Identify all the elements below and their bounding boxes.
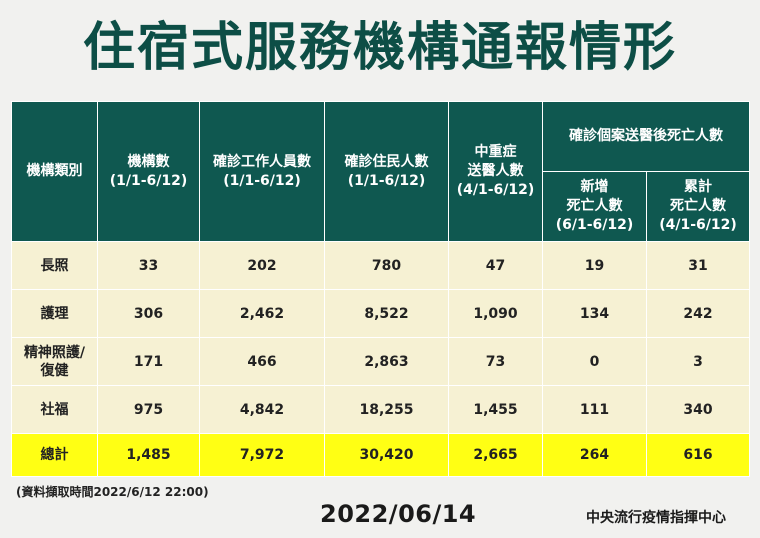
total-cell: 30,420	[324, 433, 449, 477]
table-cell: 47	[448, 241, 543, 290]
total-row: 總計 1,485 7,972 30,420 2,665 264 616	[11, 433, 750, 477]
page-title: 住宿式服務機構通報情形	[82, 18, 677, 78]
table-cell: 73	[448, 337, 543, 386]
total-cell: 616	[646, 433, 750, 477]
table-cell: 975	[97, 385, 200, 434]
table-cell: 31	[646, 241, 750, 290]
table-row: 長照 33 202 780 47 19 31	[11, 241, 750, 290]
table-cell: 33	[97, 241, 200, 290]
table-cell: 202	[199, 241, 325, 290]
table-cell: 2,462	[199, 289, 325, 338]
total-cell: 1,485	[97, 433, 200, 477]
report-date: 2022/06/14	[320, 500, 477, 528]
table-cell: 2,863	[324, 337, 449, 386]
table-cell: 171	[97, 337, 200, 386]
row-label: 精神照護/ 復健	[11, 337, 98, 386]
table-row: 社福 975 4,842 18,255 1,455 111 340	[11, 385, 750, 434]
table-cell: 111	[542, 385, 647, 434]
header-new-deaths: 新增 死亡人數 (6/1-6/12)	[542, 171, 647, 242]
header-category: 機構類別	[11, 101, 98, 242]
row-label: 長照	[11, 241, 98, 290]
table-cell: 134	[542, 289, 647, 338]
table-cell: 19	[542, 241, 647, 290]
table-cell: 8,522	[324, 289, 449, 338]
table-cell: 780	[324, 241, 449, 290]
row-label: 社福	[11, 385, 98, 434]
header-institutions: 機構數 (1/1-6/12)	[97, 101, 200, 242]
header-residents: 確診住民人數 (1/1-6/12)	[324, 101, 449, 242]
header-severe: 中重症 送醫人數 (4/1-6/12)	[448, 101, 543, 242]
header-deaths-group: 確診個案送醫後死亡人數	[542, 101, 750, 172]
table-cell: 306	[97, 289, 200, 338]
header-staff: 確診工作人員數 (1/1-6/12)	[199, 101, 325, 242]
total-label: 總計	[11, 433, 98, 477]
header-cum-deaths: 累計 死亡人數 (4/1-6/12)	[646, 171, 750, 242]
report-table: 機構類別 機構數 (1/1-6/12) 確診工作人員數 (1/1-6/12) 確…	[11, 101, 750, 477]
table-cell: 340	[646, 385, 750, 434]
table-cell: 18,255	[324, 385, 449, 434]
table-cell: 1,455	[448, 385, 543, 434]
row-label: 護理	[11, 289, 98, 338]
total-cell: 264	[542, 433, 647, 477]
total-cell: 7,972	[199, 433, 325, 477]
table-cell: 1,090	[448, 289, 543, 338]
table-cell: 3	[646, 337, 750, 386]
table-cell: 466	[199, 337, 325, 386]
organization-name: 中央流行疫情指揮中心	[586, 510, 726, 526]
table-row: 護理 306 2,462 8,522 1,090 134 242	[11, 289, 750, 338]
table-row: 精神照護/ 復健 171 466 2,863 73 0 3	[11, 337, 750, 386]
source-note: (資料擷取時間2022/6/12 22:00)	[16, 485, 209, 499]
table-cell: 242	[646, 289, 750, 338]
table-cell: 4,842	[199, 385, 325, 434]
total-cell: 2,665	[448, 433, 543, 477]
table-cell: 0	[542, 337, 647, 386]
